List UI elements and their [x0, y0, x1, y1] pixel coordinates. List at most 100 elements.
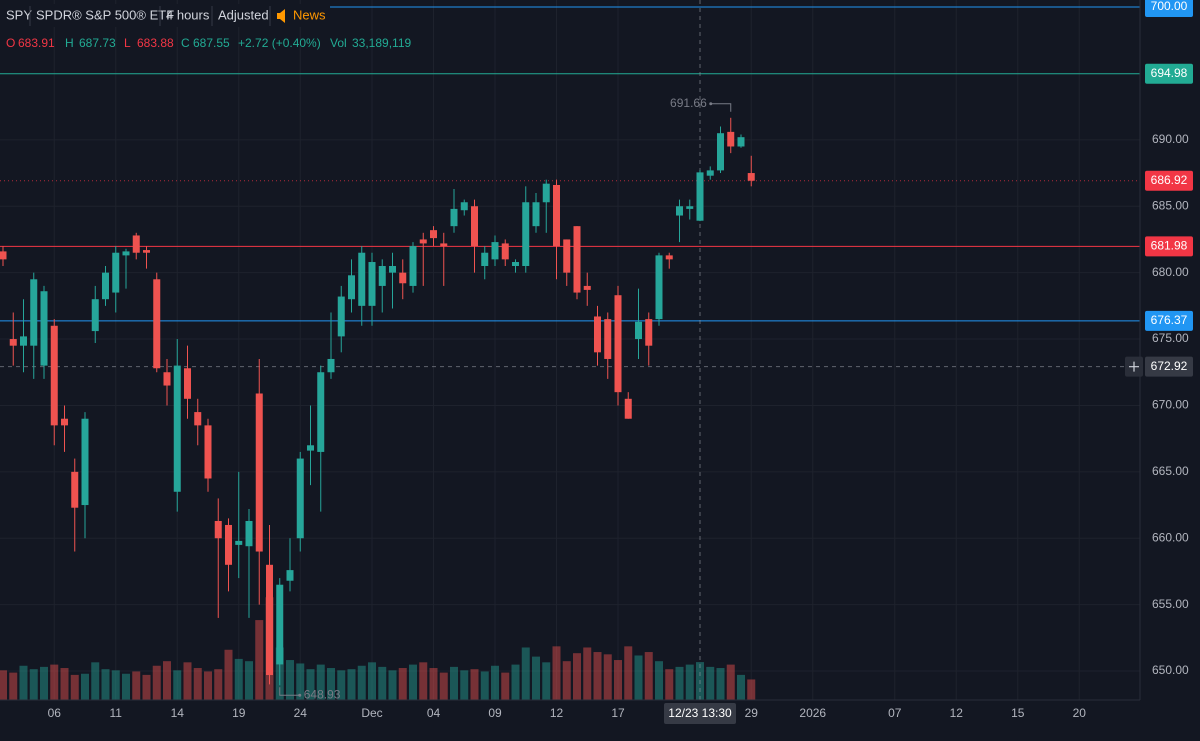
- candle-body: [276, 584, 284, 665]
- x-tick-label: 12: [550, 706, 564, 720]
- volume-bar: [111, 670, 120, 700]
- candle-body: [553, 184, 560, 247]
- price-label-bg: [1145, 310, 1193, 331]
- y-tick-label: 685.00: [1152, 198, 1189, 212]
- candle-body: [624, 398, 632, 419]
- news[interactable]: News: [293, 7, 326, 22]
- y-tick-label: 655.00: [1152, 597, 1189, 611]
- volume-bar: [470, 669, 479, 700]
- price-label-bg: [1145, 63, 1193, 84]
- volume-bar: [142, 674, 151, 700]
- volume-bar: [675, 666, 684, 700]
- volume-bar: [501, 672, 510, 700]
- volume-bar: [583, 647, 592, 700]
- close-value: 687.55: [193, 36, 230, 50]
- candle-body: [91, 299, 99, 332]
- candle-body: [542, 183, 550, 203]
- volume-bar: [152, 665, 161, 700]
- price-label: 676.37: [1151, 313, 1188, 327]
- y-tick-label: 675.00: [1152, 331, 1189, 345]
- close-label: C: [181, 36, 190, 50]
- volume-bar: [665, 669, 674, 700]
- low-value: 683.88: [137, 36, 174, 50]
- candle-body: [327, 358, 335, 373]
- candle-body: [153, 279, 161, 369]
- volume-bar: [245, 661, 253, 700]
- candle-body: [337, 296, 345, 337]
- open-label: O: [6, 36, 15, 50]
- volume-bar: [286, 660, 294, 700]
- crosshair-time-bg: [664, 703, 736, 724]
- volume-bar: [60, 668, 69, 700]
- x-tick-label: 07: [888, 706, 902, 720]
- candle-body: [573, 226, 581, 293]
- candle-body: [245, 520, 253, 547]
- volume-label: Vol: [330, 36, 347, 50]
- candle-body: [419, 239, 427, 244]
- candle-body: [460, 202, 468, 211]
- candle-body: [583, 285, 591, 290]
- volume-bar: [29, 669, 38, 700]
- candle-body: [532, 202, 540, 227]
- symbol[interactable]: SPY: [6, 7, 32, 22]
- volume-bar: [347, 669, 356, 700]
- low-dot: [298, 693, 302, 697]
- volume-bar: [685, 664, 694, 700]
- high-dot: [709, 102, 713, 106]
- adjustment[interactable]: Adjusted: [218, 7, 269, 22]
- news-icon[interactable]: [277, 9, 285, 23]
- candle-body: [173, 365, 181, 492]
- candle-body: [184, 368, 191, 399]
- price-label: 694.98: [1151, 66, 1188, 80]
- instrument-name[interactable]: SPDR® S&P 500® ETF: [36, 7, 174, 22]
- volume-bar: [480, 671, 489, 700]
- high-label: 691.66: [670, 96, 707, 110]
- price-label: 700.00: [1151, 0, 1188, 13]
- candle-body: [50, 325, 58, 426]
- candle-body: [481, 252, 489, 267]
- candle-body: [409, 246, 417, 286]
- volume-bar: [337, 670, 346, 700]
- candle-body: [235, 540, 243, 545]
- x-tick-label: Dec: [361, 706, 382, 720]
- volume-bar: [644, 652, 653, 700]
- axis-labels: 650.00 655.00 660.00 665.00 670.00 675.00 680.…: [48, 0, 1193, 724]
- volume-bar: [193, 668, 202, 700]
- x-tick-label: 14: [171, 706, 185, 720]
- candle-body: [563, 239, 571, 273]
- volume-bar: [255, 620, 264, 700]
- candle-body: [604, 319, 612, 359]
- volume-bar: [439, 672, 448, 700]
- volume-bar: [450, 666, 458, 700]
- interval[interactable]: 4 hours: [166, 7, 210, 22]
- candle-body: [747, 173, 755, 181]
- candle-body: [317, 372, 325, 452]
- volume-bar: [224, 649, 233, 700]
- candle-body: [594, 316, 601, 353]
- low-label: 648.93: [304, 687, 341, 701]
- y-tick-label: 670.00: [1152, 398, 1189, 412]
- x-tick-label: 11: [110, 706, 123, 720]
- volume-bar: [603, 654, 612, 700]
- candle-body: [40, 291, 48, 366]
- volume-bar: [511, 664, 520, 700]
- volume-bar: [306, 669, 315, 700]
- volume-bar: [634, 655, 643, 700]
- volume-bar: [40, 666, 48, 700]
- crosshair-time-label: 12/23 13:30: [668, 706, 732, 720]
- candle-body: [194, 412, 202, 426]
- volume-bar: [491, 665, 499, 700]
- volume-bar: [378, 666, 387, 700]
- y-tick-label: 660.00: [1152, 530, 1189, 544]
- candle-body: [501, 243, 509, 260]
- volume-bar: [552, 646, 561, 700]
- volume-bar: [521, 647, 530, 700]
- candle-body: [430, 230, 437, 239]
- volume-value: 33,189,119: [352, 36, 411, 50]
- candle-body: [225, 524, 232, 565]
- open-value: 683.91: [18, 36, 55, 50]
- plus-icon: [1129, 361, 1139, 372]
- candle-body: [399, 272, 407, 284]
